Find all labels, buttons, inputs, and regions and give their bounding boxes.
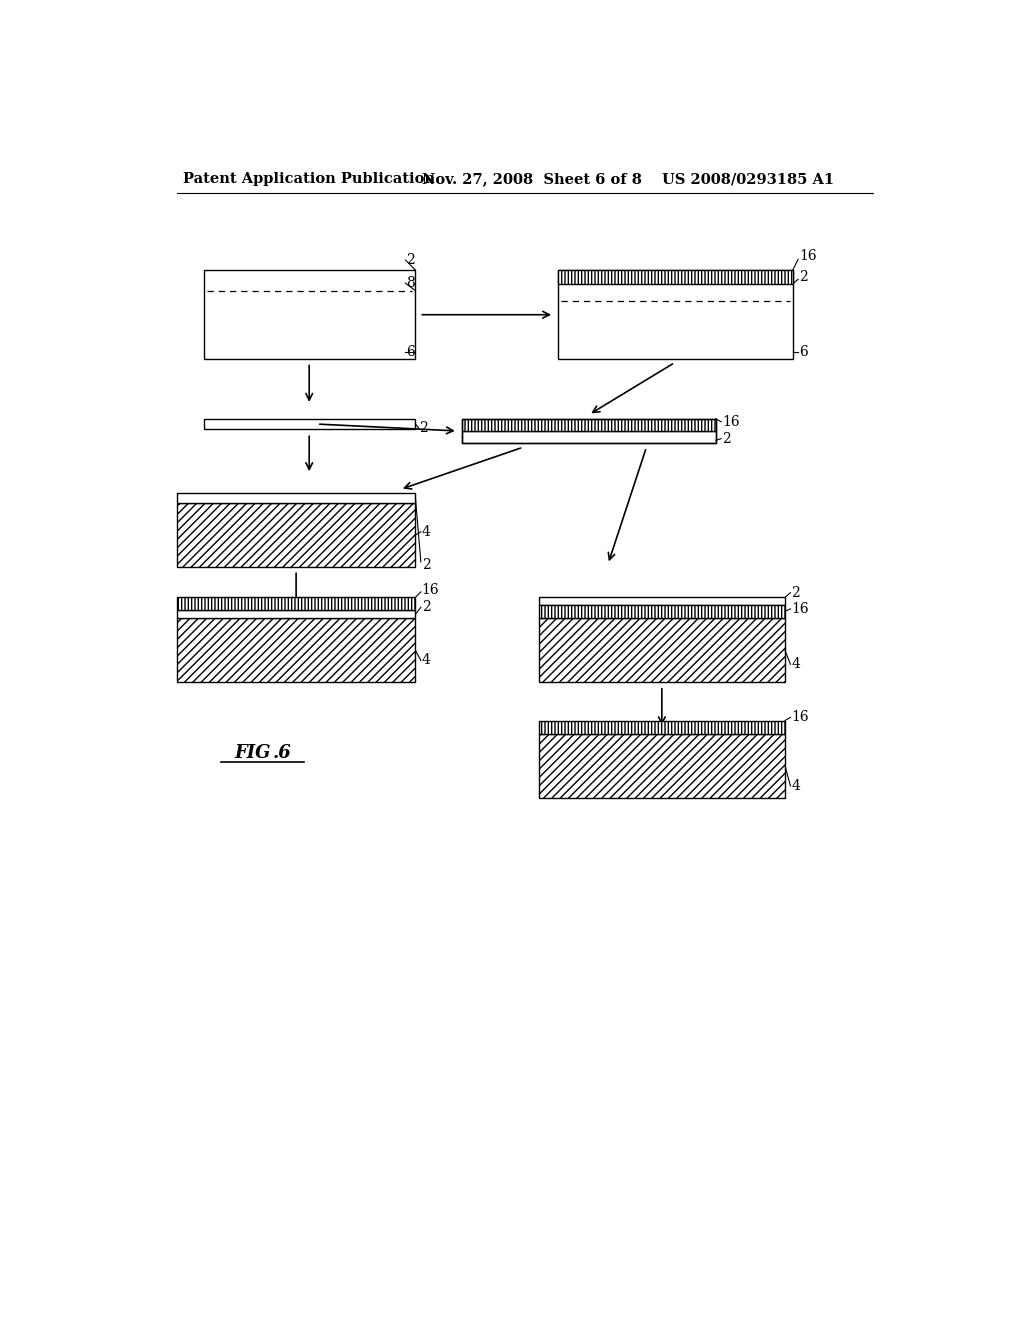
Text: 6: 6 — [407, 346, 415, 359]
Text: 6: 6 — [799, 346, 808, 359]
Bar — [539, 734, 785, 797]
Bar — [177, 618, 416, 682]
Bar — [177, 503, 416, 566]
Bar — [539, 597, 785, 605]
Bar — [204, 271, 416, 359]
Text: 2: 2 — [799, 271, 808, 284]
Bar — [539, 618, 785, 682]
Text: Patent Application Publication: Patent Application Publication — [183, 172, 435, 186]
Text: 4: 4 — [422, 653, 430, 668]
Text: 16: 16 — [722, 414, 739, 429]
Text: 4: 4 — [792, 779, 800, 793]
Bar — [462, 432, 716, 444]
Text: 2: 2 — [422, 558, 430, 572]
Text: 2: 2 — [792, 586, 800, 599]
Text: 2: 2 — [722, 432, 731, 446]
Text: .6: .6 — [273, 744, 292, 762]
Bar — [204, 418, 416, 429]
Text: 16: 16 — [799, 249, 816, 263]
Bar — [539, 605, 785, 618]
Text: 2: 2 — [407, 253, 415, 267]
Text: FIG: FIG — [234, 744, 270, 762]
Bar — [462, 418, 716, 430]
Bar — [177, 597, 416, 610]
Text: 8: 8 — [407, 276, 415, 290]
Bar — [462, 418, 716, 444]
Bar — [177, 610, 416, 618]
Text: 2: 2 — [422, 599, 430, 614]
Text: 16: 16 — [422, 582, 439, 597]
Bar — [177, 494, 416, 503]
Text: 16: 16 — [792, 602, 809, 616]
Text: 4: 4 — [422, 525, 430, 539]
Bar — [558, 271, 793, 359]
Bar — [539, 721, 785, 734]
Text: Nov. 27, 2008  Sheet 6 of 8: Nov. 27, 2008 Sheet 6 of 8 — [422, 172, 641, 186]
Text: 4: 4 — [792, 657, 800, 672]
Bar — [558, 271, 793, 284]
Text: US 2008/0293185 A1: US 2008/0293185 A1 — [662, 172, 834, 186]
Text: 16: 16 — [792, 710, 809, 725]
Text: 2: 2 — [419, 421, 428, 434]
